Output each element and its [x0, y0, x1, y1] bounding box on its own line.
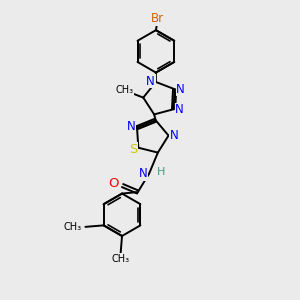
Text: H: H: [156, 167, 165, 177]
Text: N: N: [146, 75, 155, 88]
Text: CH₃: CH₃: [112, 254, 130, 264]
Text: O: O: [109, 177, 119, 190]
Text: CH₃: CH₃: [115, 85, 133, 95]
Text: Br: Br: [151, 13, 164, 26]
Text: S: S: [129, 143, 137, 156]
Text: N: N: [176, 83, 185, 96]
Text: N: N: [170, 129, 179, 142]
Text: CH₃: CH₃: [64, 222, 82, 232]
Text: N: N: [127, 120, 136, 133]
Text: N: N: [175, 103, 184, 116]
Text: N: N: [139, 167, 148, 180]
